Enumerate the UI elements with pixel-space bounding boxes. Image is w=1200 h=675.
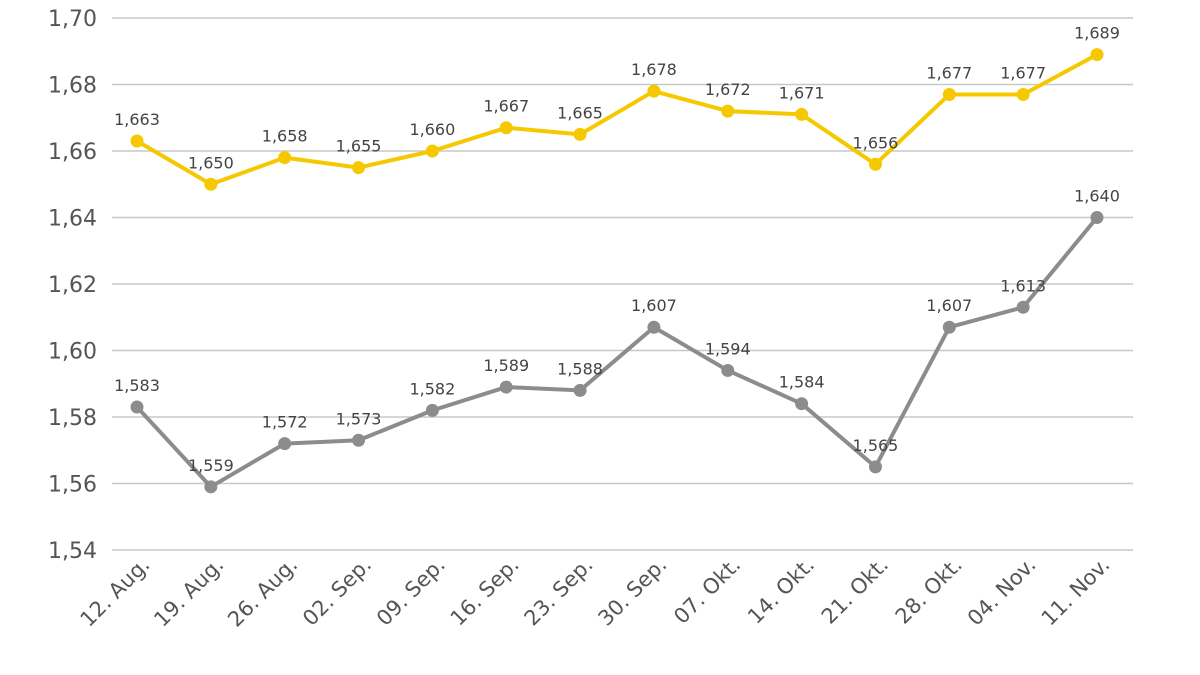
series-yellow-point <box>1090 48 1104 62</box>
x-tick-label: 11. Nov. <box>1037 553 1115 631</box>
series-yellow-point <box>573 127 587 141</box>
series-yellow-point <box>942 87 956 101</box>
x-tick-label: 21. Okt. <box>817 553 893 629</box>
series-gray-line <box>135 215 1099 489</box>
series-yellow-data-label: 1,677 <box>1000 63 1046 82</box>
y-tick-label: 1,54 <box>48 539 97 564</box>
series-yellow-line <box>135 52 1099 187</box>
series-yellow-point <box>721 104 735 118</box>
series-gray-data-label: 1,573 <box>336 409 382 428</box>
series-yellow-point <box>130 134 144 148</box>
series-gray-point <box>868 460 882 474</box>
series-yellow-point <box>352 161 366 175</box>
x-tick-label: 07. Okt. <box>669 553 745 629</box>
series-gray-data-label: 1,565 <box>853 436 899 455</box>
data-label-layer: 1,663 1,650 1,658 1,655 1,660 1,667 1,665 1,678… <box>114 24 1120 475</box>
series-gray-point <box>721 363 735 377</box>
x-tick-label: 02. Sep. <box>298 553 376 631</box>
y-tick-label: 1,66 <box>48 140 97 165</box>
series-gray-data-label: 1,584 <box>779 373 825 392</box>
series-gray-data-label: 1,607 <box>631 296 677 315</box>
series-yellow-point <box>425 144 439 158</box>
series-yellow-data-label: 1,678 <box>631 60 677 79</box>
x-tick-label: 04. Nov. <box>963 553 1041 631</box>
series-layer <box>130 48 1104 494</box>
series-gray-point <box>795 397 809 411</box>
series-gray-data-label: 1,613 <box>1000 276 1046 295</box>
x-tick-label: 12. Aug. <box>76 553 155 632</box>
series-yellow-data-label: 1,658 <box>262 127 308 146</box>
series-gray-point <box>352 433 366 447</box>
y-tick-label: 1,62 <box>48 273 97 298</box>
series-gray-point <box>647 320 661 334</box>
x-tick-label: 28. Okt. <box>891 553 967 629</box>
y-tick-label: 1,56 <box>48 473 97 498</box>
series-yellow-data-label: 1,671 <box>779 83 825 102</box>
y-tick-label: 1,60 <box>48 340 97 365</box>
series-yellow-data-label: 1,655 <box>336 137 382 156</box>
y-tick-label: 1,68 <box>48 74 97 99</box>
series-yellow-point <box>647 84 661 98</box>
series-gray-point <box>204 480 218 494</box>
series-gray-data-label: 1,583 <box>114 376 160 395</box>
x-tick-label: 09. Sep. <box>372 553 450 631</box>
x-tick-label: 23. Sep. <box>520 553 598 631</box>
y-tick-label: 1,70 <box>48 7 97 32</box>
series-gray-point <box>278 437 292 451</box>
series-gray-point <box>942 320 956 334</box>
series-gray-data-label: 1,589 <box>483 356 529 375</box>
series-yellow-data-label: 1,663 <box>114 110 160 129</box>
x-tick-label: 16. Sep. <box>446 553 524 631</box>
series-gray-data-label: 1,594 <box>705 339 751 358</box>
series-yellow-data-label: 1,660 <box>409 120 455 139</box>
series-yellow-point <box>868 157 882 171</box>
series-yellow-data-label: 1,656 <box>853 133 899 152</box>
series-gray-point <box>1090 211 1104 224</box>
series-yellow-point <box>499 121 513 135</box>
series-gray-point <box>130 400 144 414</box>
grid-layer <box>112 17 1133 551</box>
series-yellow-point <box>795 107 809 121</box>
series-gray-data-label: 1,640 <box>1074 187 1120 206</box>
x-tick-label: 19. Aug. <box>149 553 228 632</box>
x-tick-label: 30. Sep. <box>593 553 671 631</box>
y-tick-label: 1,64 <box>48 207 97 232</box>
series-gray-point <box>573 383 587 397</box>
series-yellow-data-label: 1,650 <box>188 153 234 172</box>
series-gray-data-label: 1,607 <box>926 296 972 315</box>
series-gray-data-label: 1,582 <box>409 379 455 398</box>
x-tick-label: 26. Aug. <box>223 553 302 632</box>
series-yellow-data-label: 1,665 <box>557 103 603 122</box>
x-tick-label: 14. Okt. <box>743 553 819 629</box>
series-yellow-point <box>278 151 292 165</box>
series-yellow-data-label: 1,672 <box>705 80 751 99</box>
series-yellow-data-label: 1,677 <box>926 63 972 82</box>
series-yellow-point <box>1016 87 1030 101</box>
series-gray-data-label: 1,572 <box>262 413 308 432</box>
series-gray-point <box>499 380 513 394</box>
y-axis: 1,54 1,56 1,58 1,60 1,62 1,64 1,66 1,68 1,70 <box>48 7 97 564</box>
series-gray-data-label: 1,588 <box>557 359 603 378</box>
series-gray-point <box>1016 300 1030 314</box>
series-gray-data-label: 1,559 <box>188 456 234 475</box>
series-yellow-data-label: 1,689 <box>1074 24 1120 43</box>
series-gray-point <box>425 403 439 417</box>
series-yellow-point <box>204 177 218 191</box>
x-axis: 12. Aug.19. Aug.26. Aug.02. Sep.09. Sep.… <box>76 553 1115 632</box>
series-yellow-data-label: 1,667 <box>483 97 529 116</box>
y-tick-label: 1,58 <box>48 406 97 431</box>
